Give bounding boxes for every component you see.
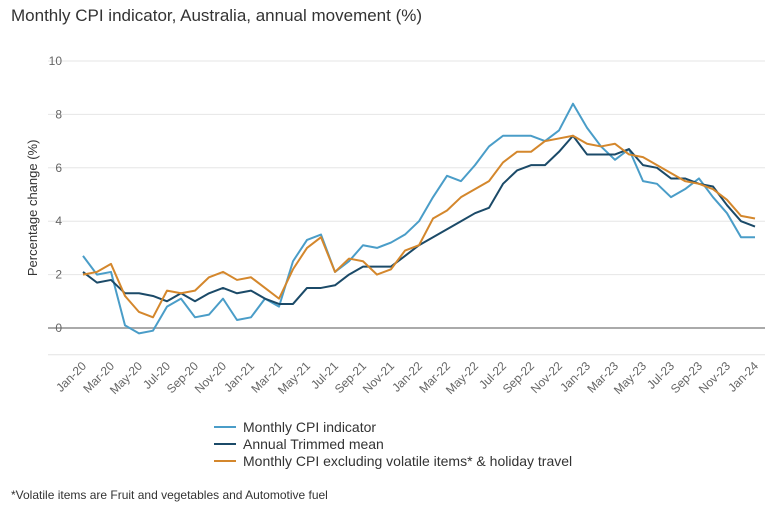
legend-swatch [214, 425, 236, 428]
series-line-1 [82, 102, 755, 335]
x-tick-label: Nov-20 [192, 359, 229, 396]
legend-item: Monthly CPI indicator [214, 418, 572, 435]
x-tick-label: Nov-22 [528, 359, 565, 396]
legend-swatch [214, 442, 236, 445]
legend-item: Annual Trimmed mean [214, 435, 572, 452]
series-line-3 [82, 134, 756, 319]
y-tick-label: 8 [55, 107, 62, 121]
x-tick-label: Nov-21 [360, 359, 397, 396]
y-tick-label: 0 [55, 321, 62, 335]
legend-label: Monthly CPI indicator [243, 418, 377, 435]
legend: Monthly CPI indicator Annual Trimmed mean… [214, 418, 572, 469]
footnote: *Volatile items are Fruit and vegetables… [11, 488, 328, 502]
legend-item: Monthly CPI excluding volatile items* & … [214, 452, 572, 469]
legend-label: Annual Trimmed mean [243, 435, 384, 452]
y-tick-label: 6 [55, 161, 62, 175]
legend-swatch [214, 459, 236, 462]
chart-title: Monthly CPI indicator, Australia, annual… [11, 6, 423, 25]
x-tick-label: Nov-23 [696, 359, 733, 396]
y-tick-label: 10 [49, 54, 63, 68]
y-tick-label: 2 [55, 268, 62, 282]
legend-label: Monthly CPI excluding volatile items* & … [243, 452, 573, 469]
y-axis-label: Percentage change (%) [25, 140, 40, 277]
x-tick-label: Jan-24 [725, 359, 761, 395]
y-tick-label: 4 [55, 214, 62, 228]
